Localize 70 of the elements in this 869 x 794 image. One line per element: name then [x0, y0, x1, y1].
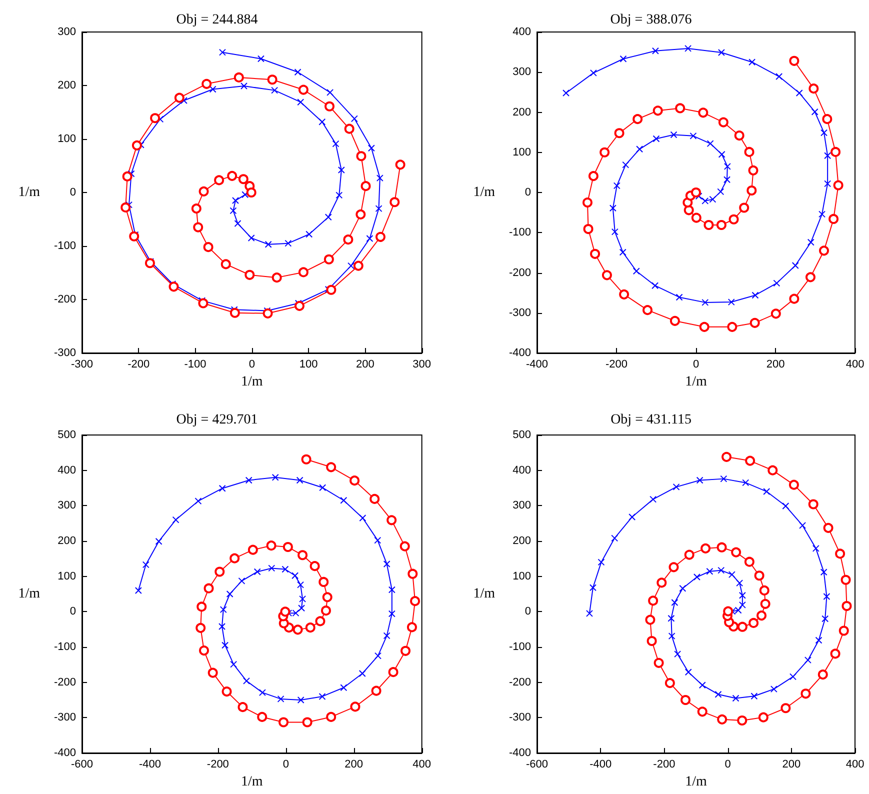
y-tick-label: 100 [58, 570, 76, 582]
chart-title: Obj = 429.701 [176, 412, 258, 428]
y-tick-label: -100 [508, 226, 531, 239]
y-tick-label: 300 [512, 66, 531, 78]
x-tick-label: 300 [412, 358, 432, 370]
y-tick-label: 100 [58, 133, 76, 145]
y-tick-label: 500 [512, 429, 531, 441]
x-tick-label: -200 [206, 758, 229, 770]
x-axis-title: 1/m [685, 374, 707, 390]
x-tick-label: 200 [344, 758, 364, 770]
x-tick-label: 0 [692, 358, 700, 370]
y-tick-label: -100 [54, 240, 76, 252]
y-tick-label: 0 [70, 606, 76, 618]
y-tick-label: 200 [512, 106, 531, 118]
y-tick-label: 300 [58, 26, 76, 38]
y-tick-label: 400 [512, 464, 531, 476]
chart-title: Obj = 244.884 [176, 12, 258, 28]
x-axis-title: 1/m [241, 774, 263, 790]
y-axis-title: 1/m [18, 185, 40, 200]
y-tick-label: -400 [508, 747, 531, 759]
y-axis-title: 1/m [473, 586, 496, 602]
y-tick-label: 0 [524, 186, 531, 198]
y-tick-label: -300 [508, 306, 531, 319]
x-tick-label: -200 [653, 758, 676, 770]
y-tick-label: -200 [508, 266, 531, 279]
x-tick-label: -600 [70, 758, 94, 770]
y-tick-label: -100 [54, 641, 76, 653]
x-tick-label: 0 [248, 358, 255, 370]
chart-title: Obj = 388.076 [610, 12, 692, 28]
y-tick-label: -300 [54, 347, 76, 359]
y-tick-label: -400 [54, 747, 76, 759]
y-tick-label: 300 [512, 500, 531, 512]
y-tick-label: 0 [70, 186, 76, 198]
y-tick-label: -200 [508, 676, 531, 688]
y-tick-label: 500 [58, 429, 76, 441]
y-axis-title: 1/m [18, 586, 40, 602]
y-axis-title: 1/m [473, 185, 496, 200]
x-tick-label: -200 [605, 358, 628, 370]
y-tick-label: -400 [508, 347, 531, 359]
x-axis-title: 1/m [241, 374, 263, 390]
x-tick-label: -100 [184, 358, 206, 370]
x-tick-label: -600 [526, 758, 548, 770]
y-tick-label: -300 [54, 712, 76, 724]
x-axis-title: 1/m [685, 774, 707, 790]
y-tick-label: -200 [54, 676, 76, 688]
y-tick-label: 200 [512, 535, 531, 547]
x-tick-label: 100 [299, 358, 318, 370]
x-tick-label: -400 [138, 758, 161, 770]
y-tick-label: 100 [512, 146, 531, 158]
x-tick-label: -200 [128, 358, 150, 370]
x-tick-label: -400 [590, 758, 612, 770]
y-tick-label: 100 [512, 570, 531, 582]
y-tick-label: 0 [524, 606, 531, 618]
x-tick-label: 200 [766, 358, 785, 370]
x-tick-label: 400 [412, 758, 432, 770]
x-tick-label: 400 [846, 358, 864, 370]
y-tick-label: -100 [508, 641, 531, 653]
x-tick-label: 0 [724, 758, 731, 770]
chart-title: Obj = 431.115 [610, 412, 692, 428]
x-tick-label: 200 [356, 358, 374, 370]
y-tick-label: 400 [58, 464, 76, 476]
x-tick-label: 400 [846, 758, 864, 770]
x-tick-label: 0 [282, 758, 289, 770]
y-tick-label: 200 [58, 535, 76, 547]
y-tick-label: -300 [508, 712, 531, 724]
x-tick-label: 200 [782, 758, 801, 770]
y-tick-label: 400 [512, 26, 531, 38]
y-tick-label: 200 [58, 80, 76, 92]
y-tick-label: 300 [58, 500, 76, 512]
y-tick-label: -200 [54, 294, 76, 306]
